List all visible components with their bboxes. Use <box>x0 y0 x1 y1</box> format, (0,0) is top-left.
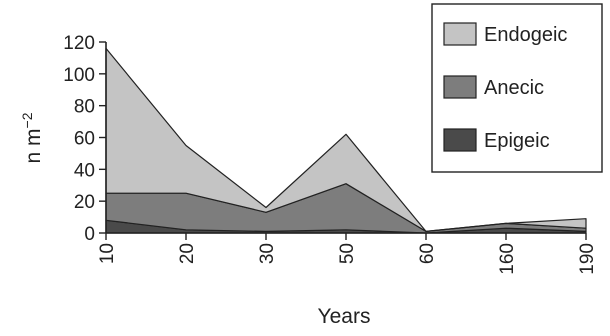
y-tick-label: 60 <box>74 129 95 150</box>
x-tick-label: 30 <box>257 243 278 264</box>
y-tick-label: 20 <box>74 192 95 213</box>
x-tick-label: 160 <box>497 243 518 275</box>
x-tick-label: 190 <box>577 243 598 275</box>
y-tick-label: 100 <box>63 65 95 86</box>
legend: Endogeic Anecic Epigeic <box>431 3 603 173</box>
y-axis-title: n m−2 <box>19 112 45 163</box>
y-tick-label: 40 <box>74 160 95 181</box>
x-tick-label: 20 <box>177 243 198 264</box>
legend-swatch-endogeic <box>443 22 477 46</box>
y-tick-label: 0 <box>84 224 95 245</box>
legend-label-endogeic: Endogeic <box>484 24 567 46</box>
x-ticks: 10 20 30 50 60 160 190 <box>97 233 598 275</box>
areas-layer <box>105 47 587 234</box>
x-tick-label: 10 <box>97 243 118 264</box>
legend-label-epigeic: Epigeic <box>484 130 550 152</box>
series-area-endogeic <box>105 47 587 232</box>
x-axis-title: Years <box>318 305 371 328</box>
legend-swatch-epigeic <box>443 128 477 152</box>
y-tick-label: 80 <box>74 97 95 118</box>
legend-label-anecic: Anecic <box>484 77 544 99</box>
y-tick-label: 120 <box>63 33 95 54</box>
legend-swatch-anecic <box>443 75 477 99</box>
x-tick-label: 50 <box>337 243 358 264</box>
x-tick-label: 60 <box>417 243 438 264</box>
y-ticks: 0 20 40 60 80 100 120 <box>63 33 106 245</box>
